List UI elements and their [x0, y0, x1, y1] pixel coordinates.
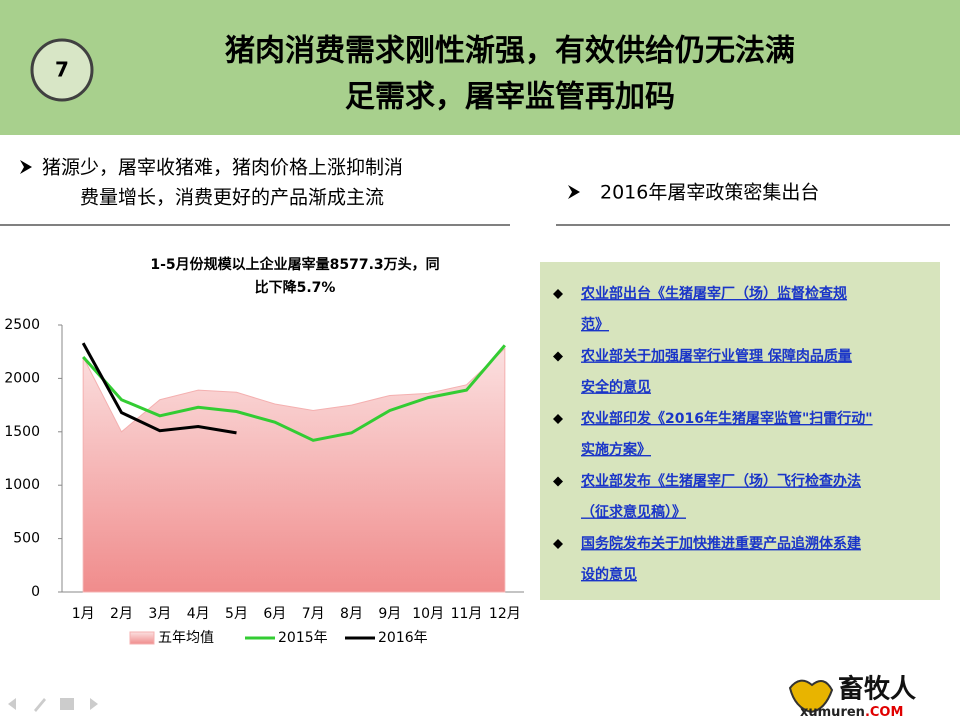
policy-link[interactable]: 农业部发布《生猪屠宰厂（场）飞行检查办法 — [580, 473, 861, 490]
x-tick-label: 6月 — [263, 606, 286, 622]
line — [81, 342, 237, 435]
x-tick-label: 5月 — [225, 606, 248, 622]
list-diamond — [553, 476, 563, 487]
x-tick-label: 9月 — [378, 606, 401, 622]
legend-label: 2015年 — [278, 630, 328, 646]
y-tick-label: 1000 — [4, 477, 40, 493]
logo-site: xumuren.COM — [800, 705, 903, 720]
x-tick-label: 7月 — [302, 606, 325, 622]
header-bar — [0, 0, 960, 135]
policy-link[interactable]: 设的意见 — [581, 566, 637, 583]
y-tick-label: 1500 — [4, 424, 40, 440]
nav-icons — [8, 698, 98, 712]
policy-link[interactable]: 安全的意见 — [581, 379, 651, 396]
x-tick-label: 1月 — [72, 606, 95, 622]
x-tick-label: 11月 — [451, 606, 483, 622]
legend-swatch — [129, 631, 155, 645]
y-tick-label: 0 — [31, 584, 40, 600]
policy-link[interactable]: 实施方案》 — [581, 441, 651, 458]
slide-number: 7 — [55, 58, 69, 82]
legend-label: 五年均值 — [158, 630, 214, 646]
policy-link[interactable]: （征求意见稿）》 — [581, 504, 686, 521]
x-tick-label: 2月 — [110, 606, 133, 622]
logo-domain: .COM — [865, 705, 903, 720]
bullet-arrow — [20, 160, 32, 174]
chart-title: 1-5月份规模以上企业屠宰量8577.3万头，同 — [150, 256, 439, 273]
bullet-text: 费量增长，消费更好的产品渐成主流 — [80, 187, 384, 209]
number-badge — [30, 38, 94, 102]
bullet-text: 2016年屠宰政策密集出台 — [600, 182, 819, 204]
policy-link[interactable]: 农业部关于加强屠宰行业管理 保障肉品质量 — [580, 348, 852, 365]
slide-title: 足需求，屠宰监管再加码 — [345, 80, 675, 115]
policy-box — [540, 262, 940, 600]
logo-icon — [788, 679, 834, 714]
logo-name: 畜牧人 — [838, 674, 916, 705]
x-tick-label: 4月 — [187, 606, 210, 622]
list-diamond — [553, 414, 563, 424]
logo-site: xumuren — [800, 705, 865, 720]
list-diamond — [553, 539, 563, 549]
line — [82, 344, 506, 442]
bullet-arrow — [568, 185, 580, 199]
nav-prev — [8, 698, 16, 710]
policy-link[interactable]: 农业部印发《2016年生猪屠宰监管"扫雷行动" — [580, 410, 873, 427]
legend-label: 2016年 — [378, 630, 428, 646]
y-tick-label: 2500 — [4, 317, 40, 333]
nav-pen — [34, 698, 46, 712]
x-tick-label: 10月 — [412, 606, 444, 622]
x-tick-label: 3月 — [148, 606, 171, 622]
bullet-text: 猪源少，屠宰收猪难，猪肉价格上涨抑制消 — [42, 157, 403, 179]
list-diamond — [553, 289, 563, 299]
area — [82, 347, 506, 593]
slide-title: 猪肉消费需求刚性渐强，有效供给仍无法满 — [225, 34, 795, 69]
policy-link[interactable]: 范》 — [581, 316, 609, 333]
nav-next — [90, 698, 98, 710]
list-diamond — [553, 351, 563, 362]
policy-link[interactable]: 国务院发布关于加快推进重要产品追溯体系建 — [581, 535, 861, 552]
chart-title: 比下降5.7% — [255, 279, 336, 296]
nav-menu — [60, 698, 74, 710]
y-tick-label: 2000 — [4, 370, 40, 386]
policy-link[interactable]: 农业部出台《生猪屠宰厂（场）监督检查规 — [580, 285, 847, 302]
y-tick-label: 500 — [13, 531, 40, 547]
x-tick-label: 8月 — [340, 606, 363, 622]
x-tick-label: 12月 — [489, 606, 521, 622]
